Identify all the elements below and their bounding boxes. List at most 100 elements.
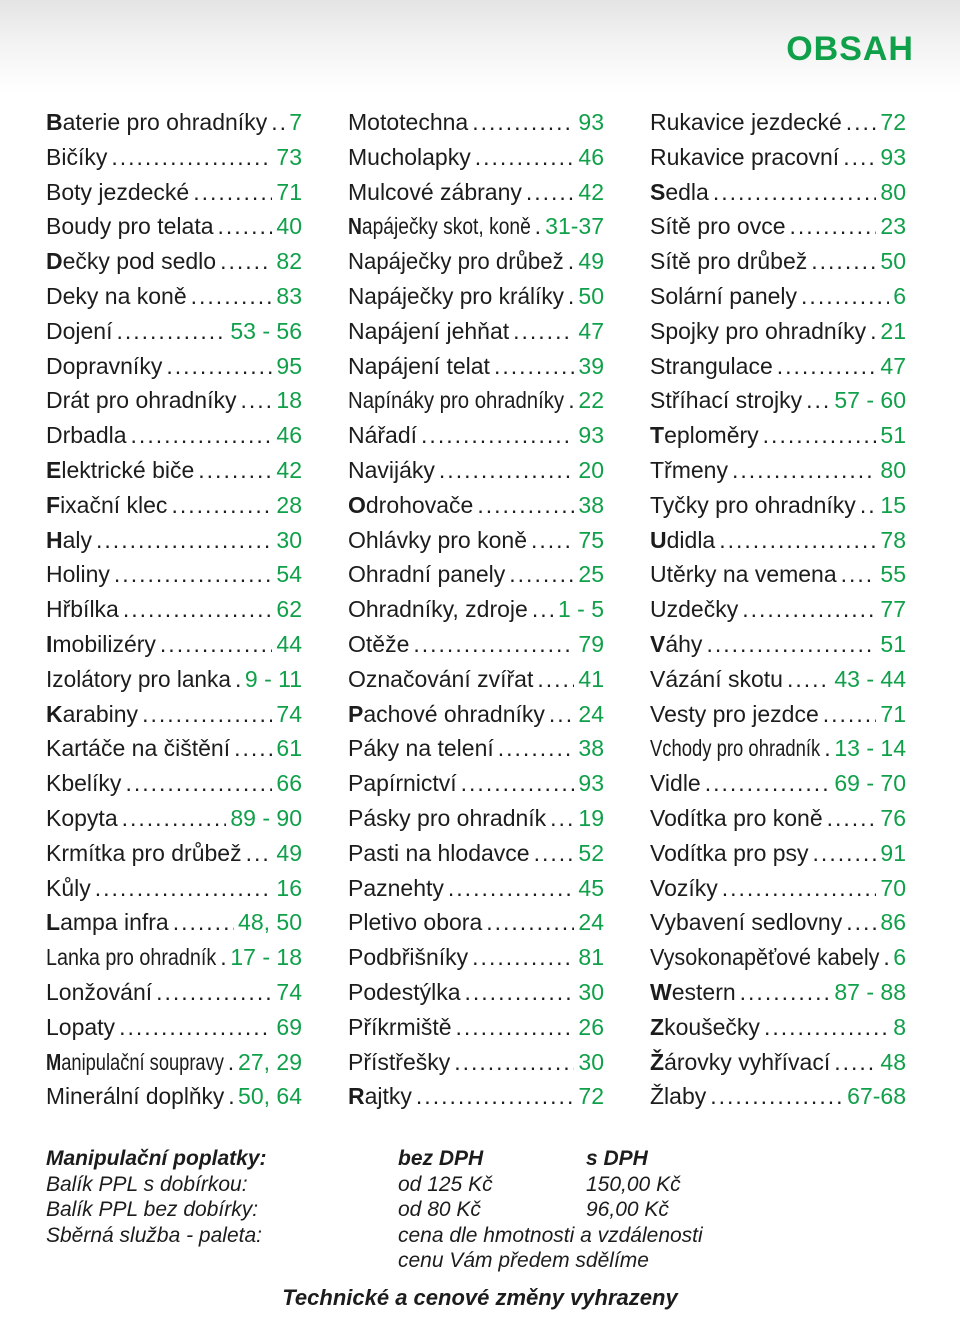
index-entry-label: Odrohovače (348, 491, 474, 518)
index-entry-page: 93 (880, 143, 906, 170)
index-entry-label: Podestýlka (348, 978, 461, 1005)
index-entry-label: Dečky pod sedlo (46, 248, 217, 275)
dot-leader: ....................................... (812, 839, 877, 866)
index-entry: Elektrické biče.........................… (46, 453, 302, 488)
index-entry-label: Kopyta (46, 804, 118, 831)
index-entry-page: 30 (578, 978, 604, 1005)
dot-leader: ....................................... (415, 1083, 575, 1110)
index-entry-label: Teploměry (650, 422, 759, 449)
index-entry-label: Mucholapky (348, 143, 471, 170)
index-entry-page: 23 (880, 213, 906, 240)
index-entry-page: 6 (893, 282, 906, 309)
fees-col-with-vat: s DPH (586, 1147, 648, 1170)
dot-leader: ....................................... (721, 874, 877, 901)
index-entry: Lanka pro ohradník......................… (46, 940, 302, 975)
index-entry: Nářadí..................................… (348, 418, 604, 453)
index-entry-label: Imobilizéry (46, 630, 156, 657)
index-entry: Strangulace.............................… (650, 349, 906, 384)
index-entry: Vodítka pro koně........................… (650, 801, 906, 836)
index-entry: Mototechna..............................… (348, 105, 604, 140)
index-entry-label: Utěrky na vemena (650, 561, 837, 588)
index-entry-page: 6 (893, 944, 906, 971)
dot-leader: ....................................... (122, 596, 273, 623)
index-entry: Dojení..................................… (46, 314, 302, 349)
index-entry-label: Dopravníky (46, 352, 163, 379)
index-entry-label: Označování zvířat (348, 665, 534, 692)
index-entry: Pletivo obora...........................… (348, 905, 604, 940)
index-entry: Spojky pro ohradníky....................… (650, 314, 906, 349)
index-entry-label: Rajtky (348, 1083, 412, 1110)
index-entry-page: 83 (276, 282, 302, 309)
dot-leader: ....................................... (509, 561, 574, 588)
dot-leader: ....................................... (870, 314, 876, 349)
index-entry-page: 67-68 (847, 1083, 906, 1110)
index-entry: Vozíky..................................… (650, 871, 906, 906)
dot-leader: ....................................... (801, 282, 889, 309)
index-entry: Boty jezdecké...........................… (46, 175, 302, 210)
dot-leader: ....................................... (845, 109, 877, 135)
index-entry-label: Páky na telení (348, 735, 494, 762)
dot-leader: ....................................... (94, 874, 273, 901)
index-entry-page: 47 (578, 317, 604, 344)
index-entry: Ohlávky pro koně........................… (348, 523, 604, 558)
index-entry: Dečky pod sedlo.........................… (46, 244, 302, 279)
dot-leader: ....................................... (464, 978, 575, 1005)
dot-leader: ....................................... (472, 109, 574, 135)
index-entry-page: 26 (578, 1013, 604, 1040)
index-entry-page: 17 - 18 (230, 944, 302, 971)
index-entry: Přístřešky..............................… (348, 1045, 604, 1080)
index-entry-label: Manipulační soupravy (46, 1048, 224, 1075)
index-entry-page: 54 (276, 561, 302, 588)
index-entry-label: Vázání skotu (650, 665, 783, 692)
index-entry-page: 74 (276, 978, 302, 1005)
index-entry-label: Kbelíky (46, 770, 122, 797)
index-entry: Holiny..................................… (46, 557, 302, 592)
index-entry-label: Deky na koně (46, 282, 187, 309)
index-entry-page: 81 (578, 944, 604, 971)
index-entry-initial: O (348, 491, 366, 518)
index-entry-initial: E (46, 456, 62, 483)
index-entry-page: 93 (578, 770, 604, 797)
index-entry-initial: K (46, 700, 63, 727)
dot-leader: ....................................... (704, 770, 831, 797)
index-entry-label: Minerální doplňky (46, 1083, 225, 1110)
index-entry-page: 52 (578, 839, 604, 866)
index-entry-label: Rukavice jezdecké (650, 109, 842, 135)
index-entry-initial: W (650, 978, 672, 1005)
index-entry-page: 49 (578, 248, 604, 275)
index-entry: Minerální doplňky.......................… (46, 1079, 302, 1114)
index-entry-label: Pachové ohradníky (348, 700, 545, 727)
index-entry-label: Karabiny (46, 700, 139, 727)
dot-leader: ....................................... (811, 248, 876, 275)
index-entry-page: 46 (276, 422, 302, 449)
dot-leader: ....................................... (859, 491, 877, 518)
dot-leader: ....................................... (116, 317, 226, 344)
index-entry-label: Holiny (46, 561, 110, 588)
index-entry-label: Vozíky (650, 874, 718, 901)
index-entry: Podestýlka..............................… (348, 975, 604, 1010)
index-entry: Lonžování...............................… (46, 975, 302, 1010)
index-entry-label: Vodítka pro psy (650, 839, 809, 866)
page-title: OBSAH (786, 30, 914, 68)
dot-leader: ....................................... (474, 143, 575, 170)
index-entry: Paznehty................................… (348, 871, 604, 906)
fees-row-with-vat: 96,00 Kč (586, 1198, 669, 1221)
index-entry-label: Bičíky (46, 143, 108, 170)
index-entry-page: 55 (880, 561, 906, 588)
index-entry: Rukavice jezdecké.......................… (650, 105, 906, 140)
index-entry: Pasti na hlodavce.......................… (348, 836, 604, 871)
dot-leader: ....................................... (789, 213, 877, 240)
index-entry-label: Pletivo obora (348, 909, 483, 936)
index-entry-page: 82 (276, 248, 302, 275)
index-entry: Vchody pro ohradník.....................… (650, 731, 906, 766)
dot-leader: ....................................... (550, 804, 574, 831)
index-entry: Haly....................................… (46, 523, 302, 558)
index-entry: Pachové ohradníky.......................… (348, 697, 604, 732)
index-entry-page: 13 - 14 (834, 735, 906, 762)
dot-leader: ....................................... (710, 1083, 844, 1110)
index-entry-page: 38 (578, 735, 604, 762)
index-column: Baterie pro ohradníky...................… (46, 105, 348, 1114)
fees-row-without-vat: od 80 Kč (398, 1198, 481, 1221)
dot-leader: ....................................... (525, 178, 575, 205)
index-entry: Bičíky..................................… (46, 140, 302, 175)
